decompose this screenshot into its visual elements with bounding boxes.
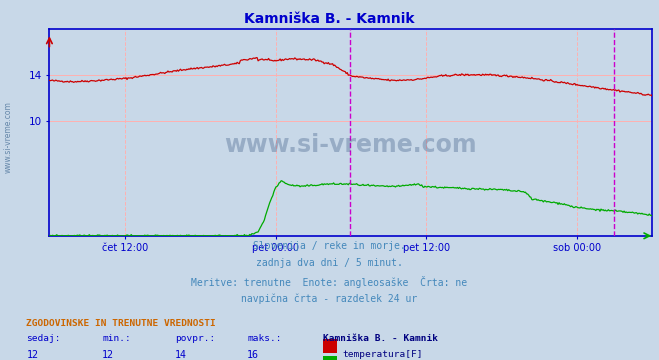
Text: 12: 12 <box>102 350 114 360</box>
Text: sedaj:: sedaj: <box>26 334 61 343</box>
Text: Kamniška B. - Kamnik: Kamniška B. - Kamnik <box>323 334 438 343</box>
Text: www.si-vreme.com: www.si-vreme.com <box>3 101 13 173</box>
Text: temperatura[F]: temperatura[F] <box>343 350 423 359</box>
Text: 12: 12 <box>26 350 38 360</box>
Text: www.si-vreme.com: www.si-vreme.com <box>225 133 477 157</box>
Text: 16: 16 <box>247 350 259 360</box>
Text: Meritve: trenutne  Enote: angleosaške  Črta: ne: Meritve: trenutne Enote: angleosaške Črt… <box>191 276 468 288</box>
Text: povpr.:: povpr.: <box>175 334 215 343</box>
Text: 14: 14 <box>175 350 186 360</box>
Text: Slovenija / reke in morje.: Slovenija / reke in morje. <box>253 241 406 251</box>
Text: ZGODOVINSKE IN TRENUTNE VREDNOSTI: ZGODOVINSKE IN TRENUTNE VREDNOSTI <box>26 319 216 328</box>
Text: zadnja dva dni / 5 minut.: zadnja dva dni / 5 minut. <box>256 258 403 269</box>
Text: Kamniška B. - Kamnik: Kamniška B. - Kamnik <box>244 12 415 26</box>
Text: maks.:: maks.: <box>247 334 281 343</box>
Text: navpična črta - razdelek 24 ur: navpična črta - razdelek 24 ur <box>241 293 418 303</box>
Text: min.:: min.: <box>102 334 131 343</box>
